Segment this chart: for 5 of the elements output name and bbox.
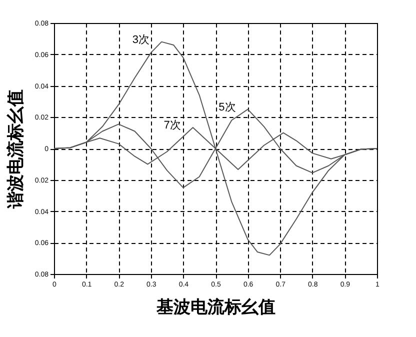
series-label: 5次 [218,101,236,114]
series-label: 3次 [132,34,150,46]
series-label: 7次 [164,119,181,132]
x-axis-title: 基波电流标幺值 [156,298,276,318]
y-axis-title: 谐波电流标幺值 [6,90,26,210]
